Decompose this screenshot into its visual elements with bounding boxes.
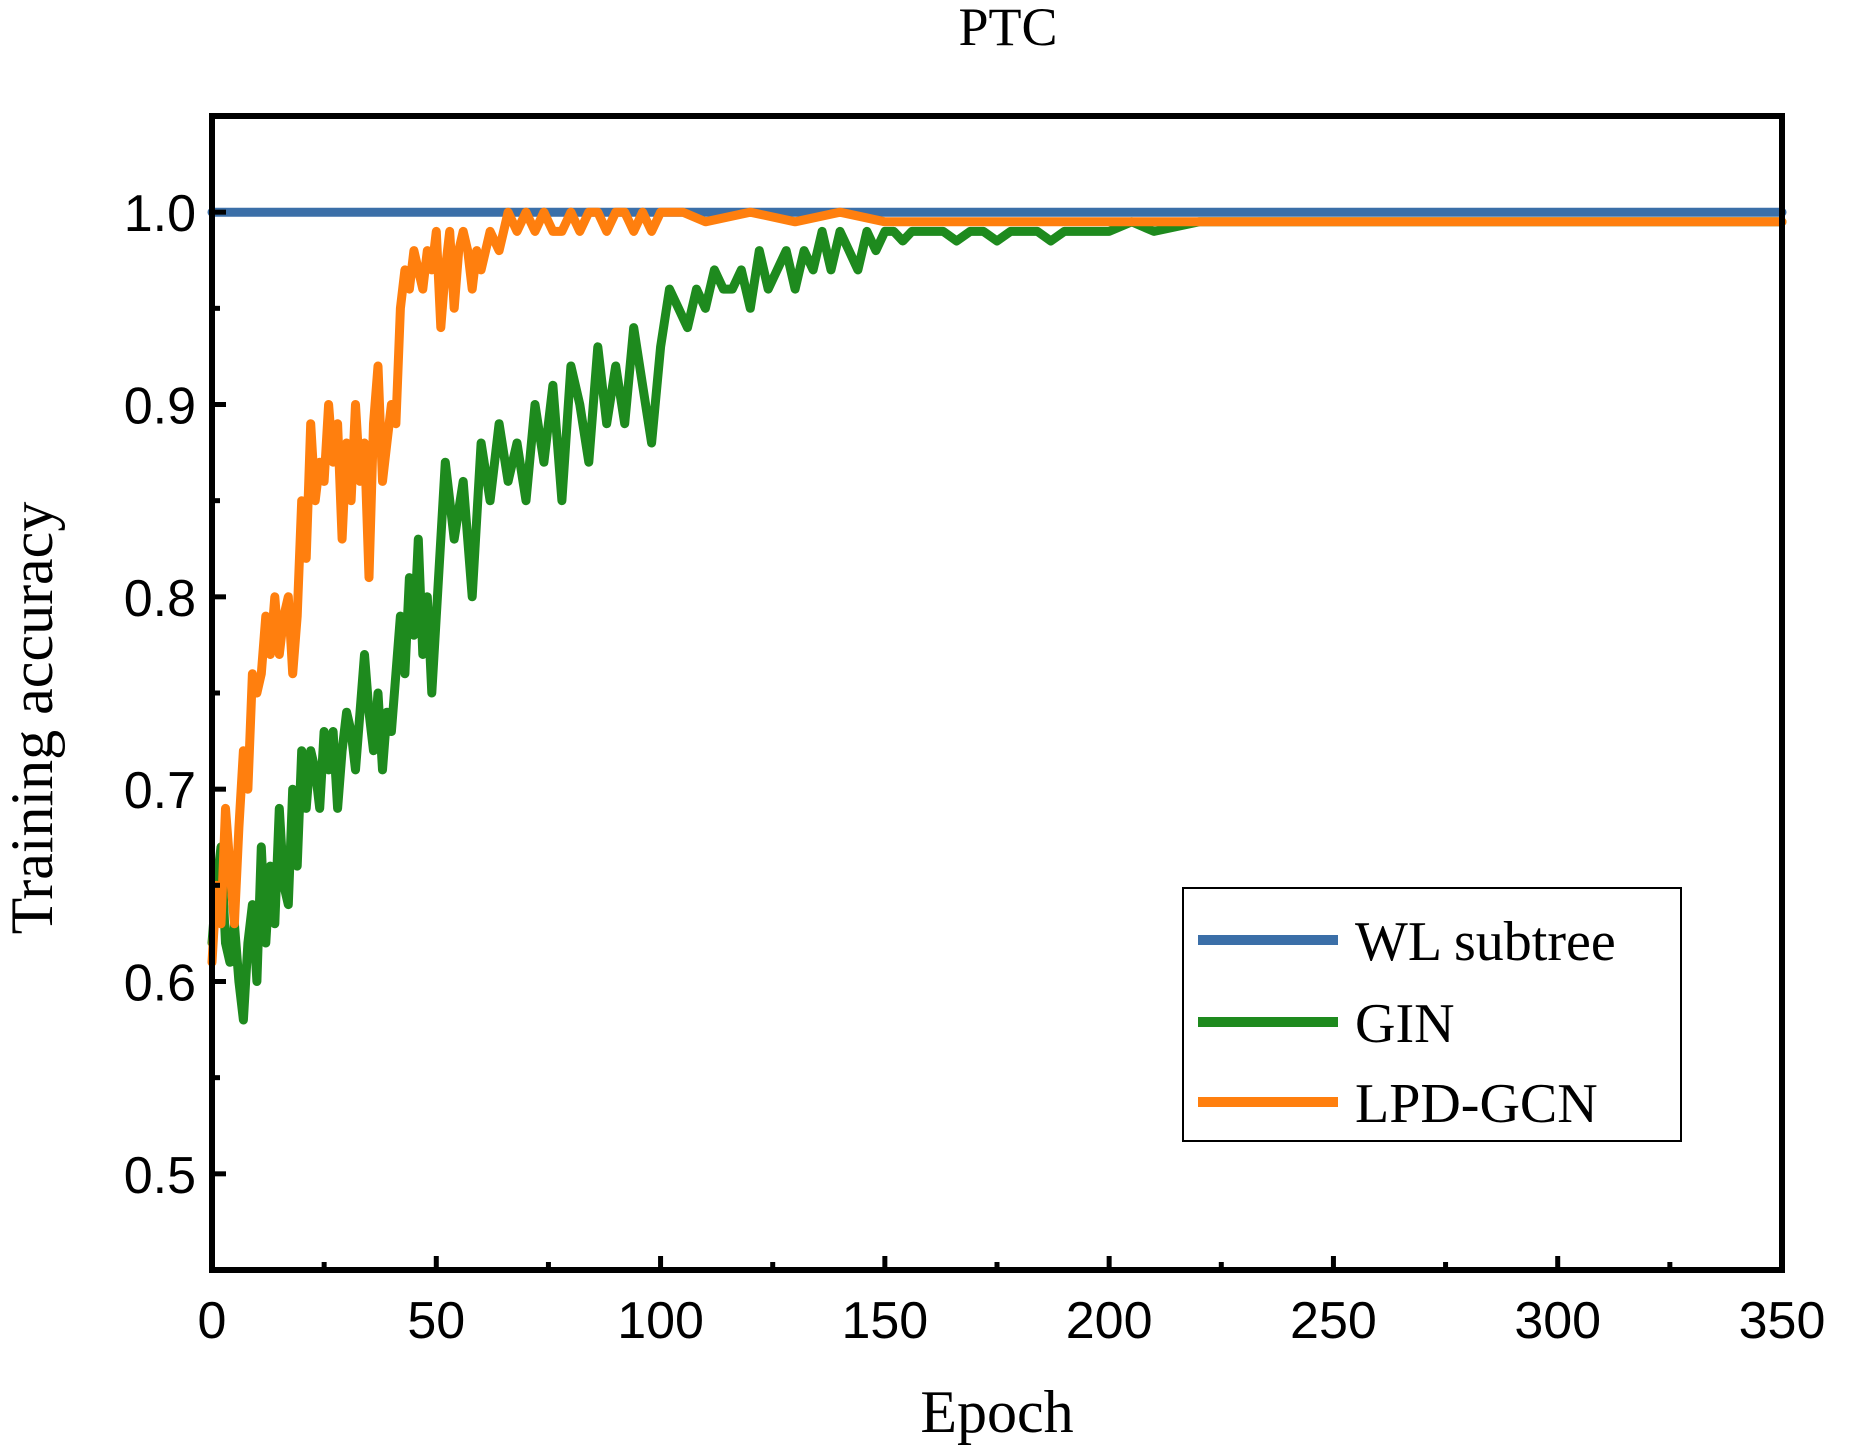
x-tick-label: 300	[1514, 1292, 1601, 1350]
chart-title: PTC	[958, 0, 1057, 57]
legend-label: LPD-GCN	[1355, 1073, 1598, 1135]
x-axis: 0 50 100 150 200 250 300 350	[198, 1256, 1826, 1350]
x-tick-label: 0	[198, 1292, 227, 1350]
x-tick-label: 200	[1066, 1292, 1153, 1350]
x-axis-label: Epoch	[920, 1379, 1073, 1445]
y-tick-label: 0.6	[124, 955, 196, 1013]
legend-label: WL subtree	[1355, 911, 1616, 973]
legend-label: GIN	[1355, 993, 1455, 1055]
y-tick-label: 0.9	[124, 378, 196, 436]
x-tick-label: 50	[407, 1292, 465, 1350]
y-axis-label: Training accuracy	[0, 502, 65, 935]
legend: WL subtree GIN LPD-GCN	[1182, 887, 1682, 1142]
series-line-lpd-gcn	[207, 207, 1787, 967]
y-tick-label: 0.5	[124, 1147, 196, 1205]
x-tick-label: 100	[617, 1292, 704, 1350]
legend-items: WL subtree GIN LPD-GCN	[1198, 911, 1616, 1135]
y-tick-label: 0.7	[124, 762, 196, 820]
x-tick-label: 150	[841, 1292, 928, 1350]
x-tick-label: 250	[1290, 1292, 1377, 1350]
series-line-gin	[207, 217, 1787, 1025]
x-tick-label: 350	[1739, 1292, 1826, 1350]
y-tick-label: 0.8	[124, 570, 196, 628]
y-tick-label: 1.0	[124, 185, 196, 243]
series-layer	[207, 207, 1787, 1025]
y-axis: 0.5 0.6 0.7 0.8 0.9 1.0	[124, 185, 226, 1205]
